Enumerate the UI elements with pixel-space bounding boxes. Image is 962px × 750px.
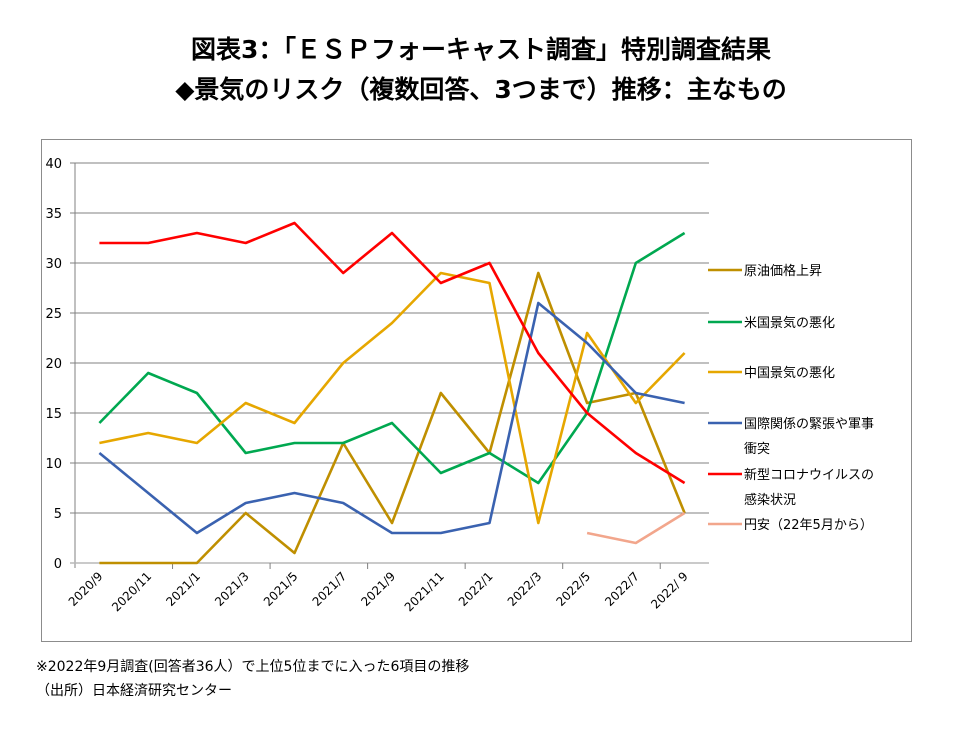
y-tick-label: 0 (54, 557, 62, 572)
series-line-2 (99, 271, 686, 525)
x-tick-label: 2020/9 (66, 569, 106, 609)
x-tick-label: 2020/11 (109, 569, 154, 614)
y-tick-label: 5 (54, 507, 62, 522)
series-lines (98, 221, 686, 565)
x-tick-label: 2022/ 9 (648, 569, 690, 611)
legend-label: 米国景気の悪化 (744, 315, 835, 331)
series-line-0 (99, 271, 686, 565)
x-tick-label: 2021/9 (358, 569, 398, 609)
chart-frame (41, 139, 912, 642)
x-tick-label: 2021/7 (310, 569, 350, 609)
legend: 原油価格上昇米国景気の悪化中国景気の悪化国際関係の緊張や軍事衝突新型コロナウイル… (708, 263, 874, 533)
series-line-5 (586, 511, 686, 545)
chart-title-line2: ◆景気のリスク（複数回答、3つまで）推移：主なもの (175, 75, 787, 104)
y-tick-label: 25 (45, 307, 62, 322)
y-tick-label: 20 (45, 357, 62, 372)
source-note: （出所）日本経済研究センター (36, 683, 232, 699)
series-line-4 (99, 221, 686, 485)
x-tick-label: 2021/11 (402, 569, 447, 614)
y-tick-label: 30 (45, 257, 62, 272)
y-tick-label: 10 (45, 457, 62, 472)
y-axis-ticks: 0 5 10 15 20 25 30 35 40 (45, 157, 62, 572)
footnote: ※2022年9月調査(回答者36人）で上位5位までに入った6項目の推移 (36, 659, 470, 675)
y-tick-label: 40 (45, 157, 62, 172)
x-tick-label: 2022/1 (456, 569, 496, 609)
legend-label: 衝突 (744, 441, 770, 457)
chart-title-line1: 図表3：「ＥＳＰフォーキャスト調査」特別調査結果 (191, 35, 771, 64)
legend-label: 中国景気の悪化 (744, 365, 835, 381)
y-tick-label: 35 (45, 207, 62, 222)
series-line-3 (98, 301, 685, 535)
x-tick-label: 2021/3 (212, 569, 252, 609)
legend-label: 国際関係の緊張や軍事 (744, 417, 874, 432)
x-tick-label: 2022/7 (602, 569, 642, 609)
legend-label: 原油価格上昇 (744, 263, 822, 279)
x-tick-label: 2021/1 (163, 569, 203, 609)
gridlines (70, 162, 709, 514)
legend-label: 感染状況 (744, 492, 796, 508)
y-tick-label: 15 (45, 407, 62, 422)
x-axis-ticks: 2020/9 2020/11 2021/1 2021/3 2021/5 2021/7 202… (66, 569, 691, 614)
series-line-1 (98, 231, 686, 485)
legend-label: 新型コロナウイルスの (744, 467, 874, 483)
x-tick-label: 2022/3 (505, 569, 545, 609)
x-tick-label: 2021/5 (261, 569, 301, 609)
legend-label: 円安（22年5月から） (744, 518, 873, 533)
x-tick-label: 2022/5 (553, 569, 593, 609)
